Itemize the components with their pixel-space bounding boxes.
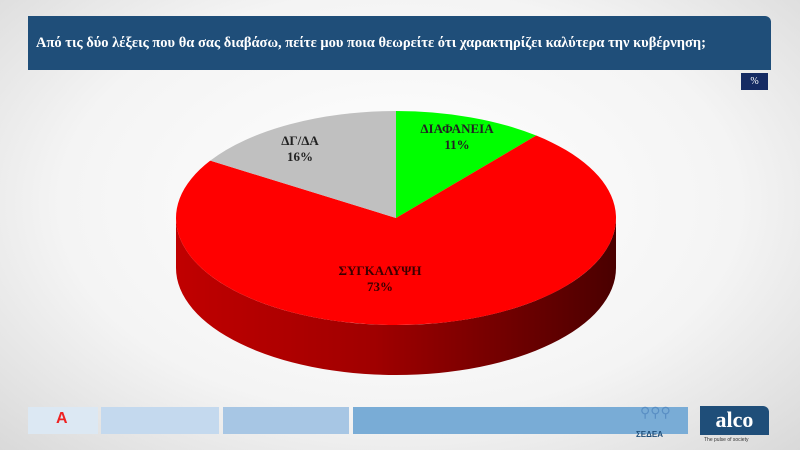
pie-slice <box>175 135 616 325</box>
question-title: Από τις δύο λέξεις που θα σας διαβάσω, π… <box>36 34 706 51</box>
slice-category-label: ΔΓ/ΔΑ <box>281 133 319 148</box>
people-icon: ⚲⚲⚲ <box>640 406 671 421</box>
slice-category-label: ΣΥΓΚΑΛΥΨΗ <box>339 263 422 278</box>
alco-tagline: The pulse of society <box>704 437 749 443</box>
channel-logo-box <box>28 407 98 434</box>
pie-slice <box>396 111 537 218</box>
footer-bar-3 <box>353 407 688 434</box>
pie-side <box>176 218 616 375</box>
question-header: Από τις δύο λέξεις που θα σας διαβάσω, π… <box>28 16 771 70</box>
footer-bar-1 <box>101 407 219 434</box>
footer-bar-2 <box>223 407 349 434</box>
slice-value-label: 16% <box>287 149 313 164</box>
alco-logo: alco <box>700 406 769 435</box>
pie-slice <box>210 111 396 218</box>
slice-value-label: 11% <box>444 137 469 152</box>
sedea-logo: ΣΕΔΕΑ <box>636 430 663 439</box>
slice-value-label: 73% <box>367 279 393 294</box>
channel-logo-icon: Α <box>56 410 68 427</box>
unit-badge: % <box>741 73 768 90</box>
slice-category-label: ΔΙΑΦΑΝΕΙΑ <box>420 121 494 136</box>
